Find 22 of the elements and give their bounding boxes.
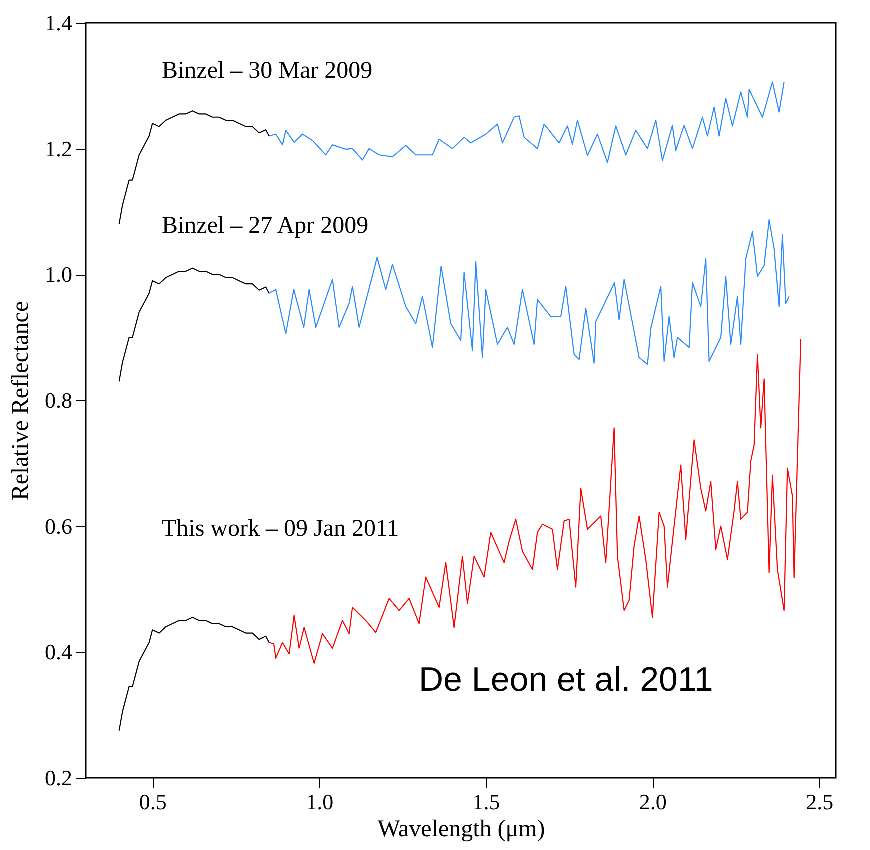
x-axis-title: Wavelength (μm) [378,816,546,842]
y-tick-label: 0.4 [45,640,72,665]
annotation: Binzel – 27 Apr 2009 [162,213,369,239]
y-tick-label: 1.4 [45,10,72,36]
y-tick-label: 1.2 [45,136,72,162]
line-series [268,82,785,164]
y-tick-label: 0.8 [45,388,72,413]
line-series [118,617,270,732]
x-tick-label: 0.5 [139,790,167,814]
annotation: This work – 09 Jan 2011 [162,516,400,542]
line-series [268,338,802,664]
annotation: Binzel – 30 Mar 2009 [162,58,373,84]
x-tick-label: 2.0 [639,790,667,814]
y-axis-title: Relative Reflectance [8,301,34,501]
x-tick-label: 1.5 [472,790,500,814]
x-tick-label: 2.5 [806,790,834,814]
y-tick-label: 0.2 [45,766,72,790]
annotation: De Leon et al. 2011 [419,661,714,699]
x-tick-label: 1.0 [306,790,334,814]
line-series [118,268,270,382]
y-tick-label: 0.6 [45,514,72,539]
y-tick-label: 1.0 [45,262,72,288]
